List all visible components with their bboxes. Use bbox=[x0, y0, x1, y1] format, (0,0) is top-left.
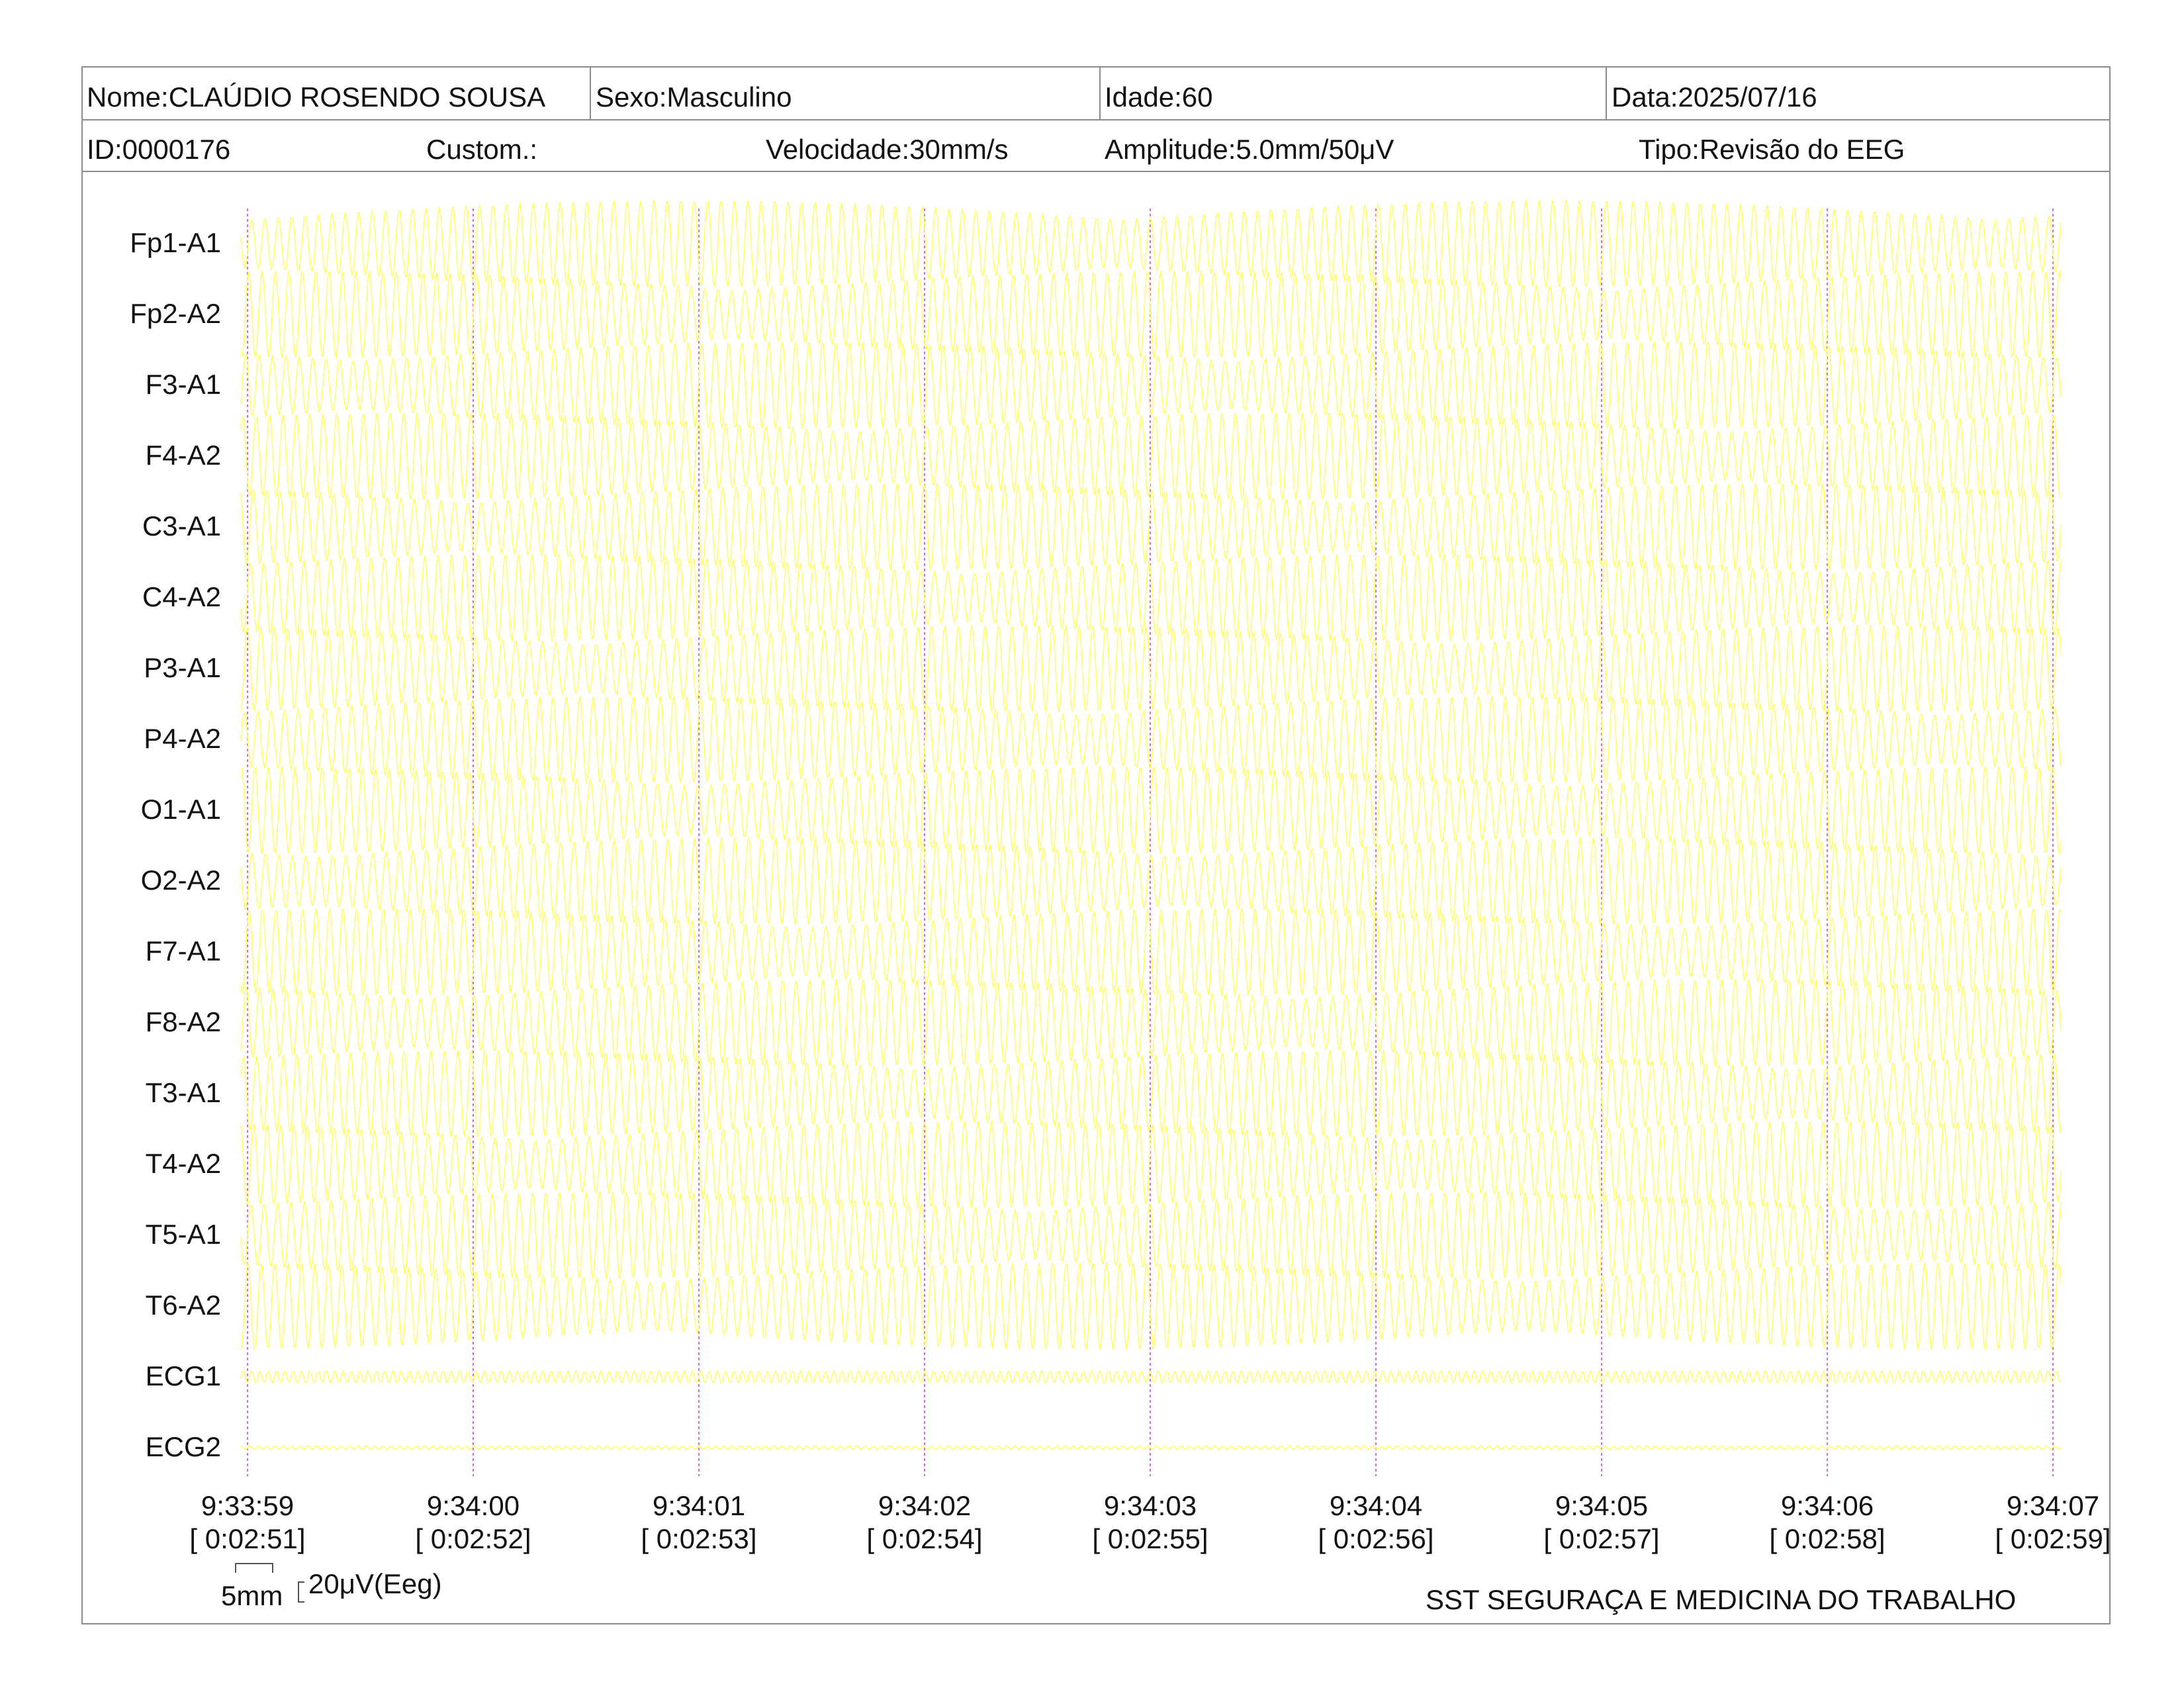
channel-label: F7-A1 bbox=[145, 935, 221, 966]
header-divider bbox=[83, 119, 2109, 120]
time-tick-clock: 9:34:00 bbox=[426, 1490, 520, 1521]
channel-label: C4-A2 bbox=[142, 581, 221, 612]
company-name: SST SEGURAÇA E MEDICINA DO TRABALHO bbox=[1426, 1584, 2017, 1615]
patient-age: Idade:60 bbox=[1105, 81, 1213, 113]
time-tick-elapsed: [ 0:02:53] bbox=[641, 1523, 757, 1555]
amplitude-scale-label: 20μV(Eeg) bbox=[308, 1568, 442, 1599]
eeg-trace-p4-a2 bbox=[240, 696, 2062, 784]
patient-sex: Sexo:Masculino bbox=[596, 81, 792, 113]
time-tick-label: 9:33:59[ 0:02:51] bbox=[181, 1489, 314, 1556]
time-tick-elapsed: [ 0:02:56] bbox=[1318, 1523, 1434, 1555]
time-tick-label: 9:34:03[ 0:02:55] bbox=[1084, 1489, 1216, 1556]
channel-label: ECG2 bbox=[145, 1431, 221, 1462]
amplitude-scale-bracket bbox=[298, 1581, 304, 1603]
eeg-trace-c4-a2 bbox=[240, 553, 2062, 643]
time-tick-elapsed: [ 0:02:55] bbox=[1092, 1523, 1208, 1555]
channel-label: F3-A1 bbox=[145, 369, 221, 400]
channel-label: O1-A1 bbox=[140, 794, 221, 825]
time-scale-label: 5mm bbox=[221, 1580, 283, 1611]
channel-label: T3-A1 bbox=[145, 1077, 221, 1108]
eeg-trace-f7-a1 bbox=[240, 907, 2062, 997]
eeg-trace-o2-a2 bbox=[240, 836, 2062, 926]
channel-label: Fp1-A1 bbox=[130, 227, 221, 258]
header-cell-divider bbox=[1606, 68, 1607, 119]
custom-field: Custom.: bbox=[426, 134, 538, 165]
time-tick-elapsed: [ 0:02:54] bbox=[866, 1523, 983, 1555]
time-tick-clock: 9:34:01 bbox=[652, 1490, 746, 1521]
header-cell-divider bbox=[1099, 68, 1101, 119]
channel-label: Fp2-A2 bbox=[130, 298, 221, 329]
time-tick-label: 9:34:02[ 0:02:54] bbox=[858, 1489, 991, 1556]
time-tick-elapsed: [ 0:02:58] bbox=[1769, 1523, 1886, 1555]
recording-amplitude: Amplitude:5.0mm/50μV bbox=[1105, 134, 1394, 165]
time-tick-elapsed: [ 0:02:59] bbox=[1995, 1523, 2111, 1555]
eeg-trace-t5-a1 bbox=[240, 1191, 2062, 1280]
eeg-trace-f4-a2 bbox=[240, 411, 2062, 501]
eeg-trace-fp1-a1 bbox=[240, 199, 2062, 288]
eeg-trace-o1-a1 bbox=[240, 765, 2062, 855]
eeg-trace-fp2-a2 bbox=[240, 269, 2062, 359]
time-tick-clock: 9:34:07 bbox=[2006, 1490, 2100, 1521]
time-tick-clock: 9:33:59 bbox=[201, 1490, 295, 1521]
time-tick-elapsed: [ 0:02:51] bbox=[189, 1523, 306, 1555]
channel-label: P3-A1 bbox=[144, 652, 221, 683]
time-tick-label: 9:34:05[ 0:02:57] bbox=[1535, 1489, 1668, 1556]
header-divider bbox=[83, 171, 2109, 172]
eeg-trace-c3-a1 bbox=[240, 482, 2062, 572]
channel-label: T6-A2 bbox=[145, 1289, 221, 1321]
time-tick-clock: 9:34:03 bbox=[1103, 1490, 1197, 1521]
eeg-trace-t3-a1 bbox=[240, 1049, 2062, 1138]
time-scale-bracket bbox=[235, 1563, 273, 1573]
channel-label: P4-A2 bbox=[144, 723, 221, 754]
report-frame: Nome:CLAÚDIO ROSENDO SOUSA Sexo:Masculin… bbox=[81, 66, 2111, 1624]
patient-name: Nome:CLAÚDIO ROSENDO SOUSA bbox=[87, 81, 546, 113]
channel-label: O2-A2 bbox=[140, 865, 221, 896]
channel-label: ECG1 bbox=[145, 1360, 221, 1391]
channel-label: C3-A1 bbox=[142, 510, 221, 541]
time-tick-clock: 9:34:06 bbox=[1780, 1490, 1874, 1521]
time-tick-label: 9:34:04[ 0:02:56] bbox=[1310, 1489, 1442, 1556]
time-tick-clock: 9:34:04 bbox=[1329, 1490, 1423, 1521]
time-tick-clock: 9:34:02 bbox=[878, 1490, 972, 1521]
eeg-trace-f8-a2 bbox=[240, 978, 2062, 1068]
channel-label: T4-A2 bbox=[145, 1148, 221, 1179]
channel-label: F4-A2 bbox=[145, 440, 221, 471]
time-tick-label: 9:34:07[ 0:02:59] bbox=[1987, 1489, 2119, 1556]
channel-label: T5-A1 bbox=[145, 1219, 221, 1250]
header-cell-divider bbox=[590, 68, 591, 119]
time-tick-elapsed: [ 0:02:52] bbox=[415, 1523, 531, 1555]
eeg-trace-ecg1 bbox=[240, 1370, 2062, 1384]
eeg-trace-p3-a1 bbox=[240, 624, 2062, 714]
time-tick-label: 9:34:00[ 0:02:52] bbox=[407, 1489, 539, 1556]
channel-label: F8-A2 bbox=[145, 1006, 221, 1037]
time-tick-elapsed: [ 0:02:57] bbox=[1543, 1523, 1660, 1555]
exam-type: Tipo:Revisão do EEG bbox=[1639, 134, 1905, 165]
exam-date: Data:2025/07/16 bbox=[1612, 81, 1817, 113]
eeg-trace-ecg2 bbox=[240, 1445, 2062, 1450]
time-tick-label: 9:34:06[ 0:02:58] bbox=[1761, 1489, 1893, 1556]
time-tick-clock: 9:34:05 bbox=[1555, 1490, 1649, 1521]
eeg-trace-f3-a1 bbox=[240, 340, 2062, 430]
eeg-trace-t6-a2 bbox=[240, 1261, 2062, 1351]
eeg-trace-t4-a2 bbox=[240, 1119, 2062, 1209]
patient-id: ID:0000176 bbox=[87, 134, 231, 165]
recording-speed: Velocidade:30mm/s bbox=[766, 134, 1009, 165]
time-tick-label: 9:34:01[ 0:02:53] bbox=[633, 1489, 765, 1556]
